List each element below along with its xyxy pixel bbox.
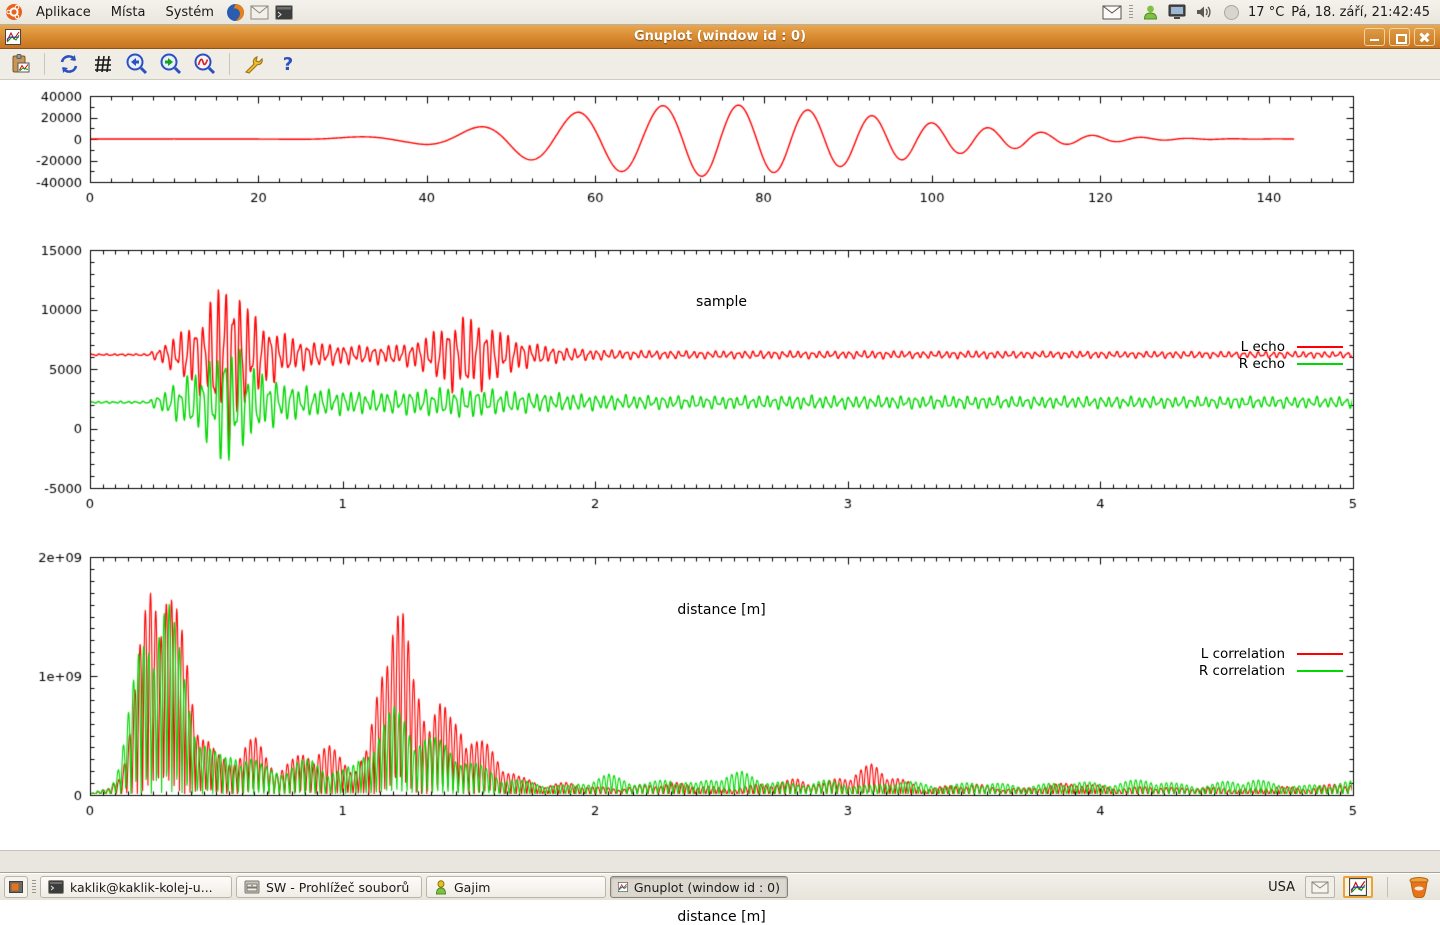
notification-mail-icon[interactable] — [1102, 2, 1122, 22]
weather-icon[interactable] — [1221, 2, 1241, 22]
axis-title-distance-echo: distance [m] — [677, 602, 766, 618]
gnuplot-plot-area: sample distance [m] distance [m] L echo … — [0, 80, 1440, 925]
menu-system[interactable]: Systém — [165, 4, 214, 20]
help-question-glyph: ? — [282, 53, 294, 75]
titlebar[interactable]: Gnuplot (window id : 0) — [0, 25, 1440, 49]
help-button[interactable]: ? — [274, 51, 302, 77]
legend-line-sample — [1297, 652, 1343, 655]
close-button[interactable] — [1414, 28, 1435, 46]
legend-line-sample — [1297, 362, 1343, 365]
taskbar: kaklik@kaklik-kolej-u... SW - Prohlížeč … — [0, 874, 1440, 900]
taskbar-grip[interactable] — [32, 880, 36, 894]
legend-label: L echo — [1240, 338, 1285, 355]
task-gnuplot[interactable]: Gnuplot (window id : 0) — [610, 876, 788, 898]
legend-entry-l-correlation: L correlation — [1199, 645, 1343, 662]
gnuplot-window-icon — [5, 29, 21, 49]
autoscale-button[interactable] — [191, 51, 219, 77]
gajim-icon — [435, 879, 447, 894]
file-manager-icon — [244, 880, 260, 894]
legend-line-sample — [1297, 345, 1343, 348]
menu-places[interactable]: Místa — [110, 4, 146, 20]
toolbar-separator — [229, 53, 230, 75]
zoom-previous-button[interactable] — [123, 51, 151, 77]
legend-entry-l-echo: L echo — [1239, 338, 1343, 355]
task-gajim[interactable]: Gajim — [426, 876, 606, 898]
minimize-button[interactable] — [1364, 28, 1385, 46]
trash-button[interactable] — [1402, 876, 1436, 898]
mail-launcher-icon[interactable] — [250, 2, 270, 22]
firefox-launcher-icon[interactable] — [226, 2, 246, 22]
panel-grip[interactable] — [1129, 5, 1134, 19]
volume-icon[interactable] — [1194, 2, 1214, 22]
task-label: kaklik@kaklik-kolej-u... — [70, 879, 213, 895]
legend-label: L correlation — [1200, 645, 1285, 662]
gnuplot-statusbar — [0, 850, 1440, 873]
window-title: Gnuplot (window id : 0) — [633, 29, 807, 44]
taskbar-separator — [1387, 877, 1388, 897]
legend-entry-r-echo: R echo — [1239, 355, 1343, 372]
user-status-icon[interactable] — [1140, 2, 1160, 22]
clock-label[interactable]: Pá, 18. září, 21:42:45 — [1291, 4, 1430, 20]
terminal-icon — [48, 880, 64, 894]
settings-wrench-button[interactable] — [240, 51, 268, 77]
task-label: Gnuplot (window id : 0) — [633, 879, 780, 895]
task-file-manager[interactable]: SW - Prohlížeč souborů — [236, 876, 422, 898]
correlation-legend: L correlation R correlation — [1199, 645, 1343, 679]
display-icon[interactable] — [1167, 2, 1187, 22]
toolbar-separator — [44, 53, 45, 75]
task-label: Gajim — [454, 879, 491, 895]
replot-refresh-button[interactable] — [55, 51, 83, 77]
zoom-next-button[interactable] — [157, 51, 185, 77]
ubuntu-logo-icon[interactable] — [4, 2, 24, 22]
legend-label: R echo — [1238, 355, 1285, 372]
tray-gnuplot-button[interactable] — [1343, 876, 1373, 898]
keyboard-layout-indicator[interactable]: USA — [1268, 879, 1295, 895]
show-desktop-button[interactable] — [4, 876, 28, 898]
copy-to-clipboard-button[interactable] — [6, 51, 34, 77]
terminal-launcher-icon[interactable] — [274, 2, 294, 22]
gnuplot-icon — [618, 882, 628, 892]
legend-line-sample — [1297, 669, 1343, 672]
axis-title-sample: sample — [696, 294, 747, 310]
grid-toggle-button[interactable] — [89, 51, 117, 77]
plots-canvas[interactable] — [0, 80, 1440, 850]
task-terminal[interactable]: kaklik@kaklik-kolej-u... — [40, 876, 232, 898]
menu-applications[interactable]: Aplikace — [36, 4, 91, 20]
maximize-button[interactable] — [1389, 28, 1410, 46]
legend-entry-r-correlation: R correlation — [1199, 662, 1343, 679]
top-panel: Aplikace Místa Systém 17 °C Pá, 18. z — [0, 0, 1440, 25]
echo-legend: L echo R echo — [1239, 338, 1343, 372]
tray-mail-button[interactable] — [1305, 876, 1335, 898]
task-label: SW - Prohlížeč souborů — [266, 879, 410, 895]
temperature-label: 17 °C — [1248, 4, 1285, 20]
legend-label: R correlation — [1198, 662, 1285, 679]
axis-title-distance-correlation: distance [m] — [677, 909, 766, 925]
gnuplot-toolbar: ? — [0, 49, 1440, 80]
